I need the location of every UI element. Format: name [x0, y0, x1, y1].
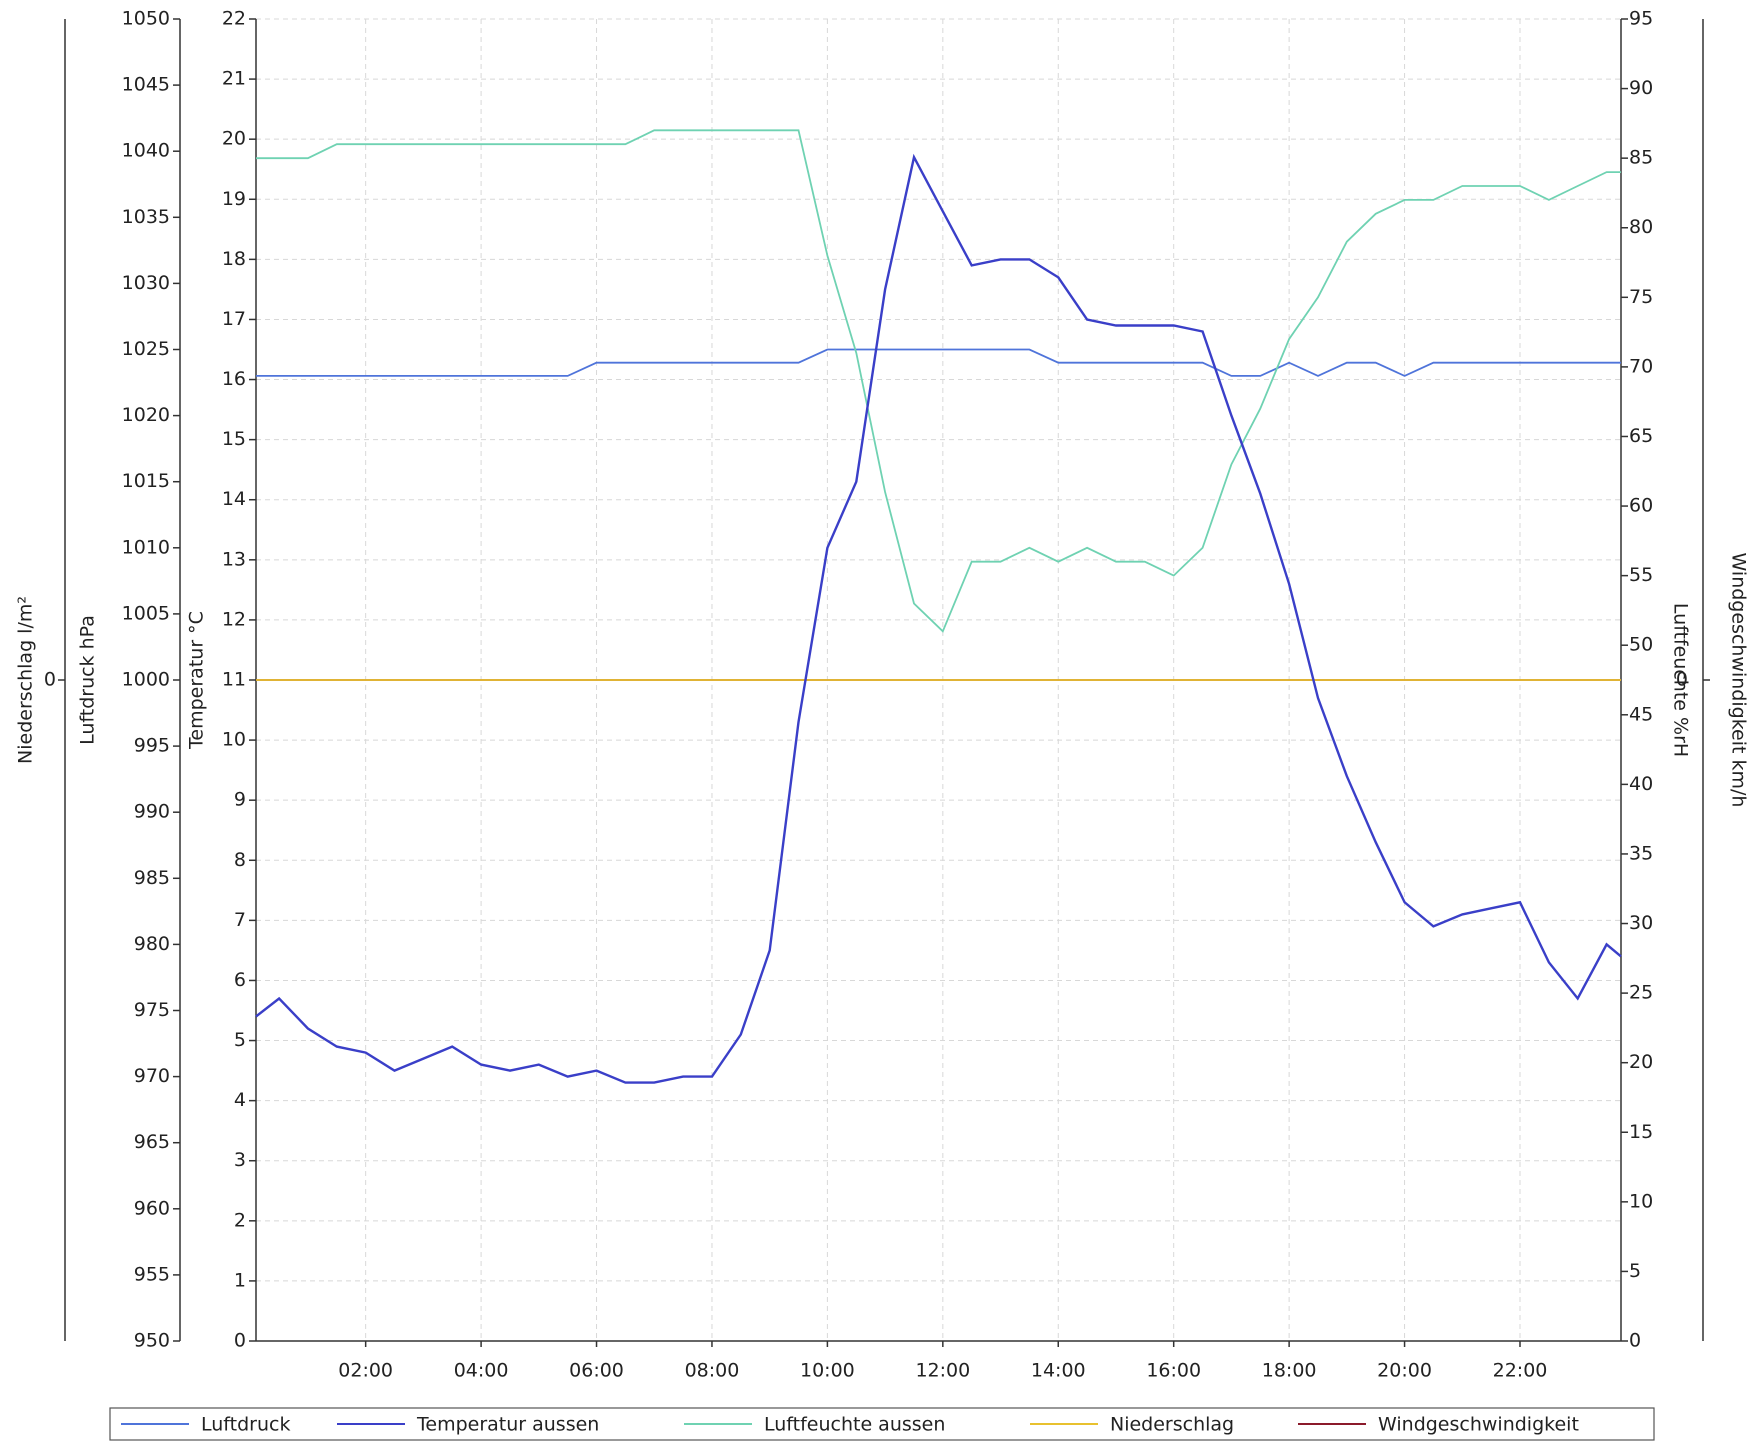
- x-tick-label: 16:00: [1146, 1360, 1201, 1382]
- y-tick-label: 14: [222, 488, 246, 510]
- y-tick-label: 11: [222, 669, 246, 691]
- x-tick-label: 20:00: [1377, 1360, 1432, 1382]
- y-tick-label: 15: [222, 428, 246, 450]
- y-tick-label: 25: [1629, 982, 1653, 1004]
- y-tick-label: 45: [1629, 703, 1653, 725]
- y-tick-label: 8: [234, 849, 246, 871]
- y-tick-label: 1020: [122, 404, 170, 426]
- y-tick-label: 10: [1629, 1190, 1653, 1212]
- y-tick-label: 75: [1629, 286, 1653, 308]
- y-tick-label: 1045: [122, 74, 170, 96]
- x-tick-label: 02:00: [338, 1360, 393, 1382]
- y-tick-label: 15: [1629, 1121, 1653, 1143]
- y-tick-label: 1: [234, 1269, 246, 1291]
- y-tick-label: 60: [1629, 495, 1653, 517]
- y-tick-label: 3: [234, 1149, 246, 1171]
- series-line: [255, 153, 1622, 1084]
- y-tick-label: 30: [1629, 912, 1653, 934]
- y-tick-label: 1005: [122, 602, 170, 624]
- x-tick-label: 18:00: [1262, 1360, 1317, 1382]
- y-tick-label: 5: [234, 1029, 246, 1051]
- y-tick-label: 9: [234, 789, 246, 811]
- y-tick-label: 90: [1629, 77, 1653, 99]
- y-tick-label: 18: [222, 248, 246, 270]
- axis-title: Luftfeuchte %rH: [1670, 603, 1692, 757]
- y-tick-label: 0: [1676, 669, 1688, 691]
- y-tick-label: 970: [134, 1065, 170, 1087]
- y-tick-label: 40: [1629, 773, 1653, 795]
- y-tick-label: 20: [1629, 1051, 1653, 1073]
- y-tick-label: 95: [1629, 8, 1653, 30]
- y-tick-label: 80: [1629, 216, 1653, 238]
- y-tick-label: 22: [222, 8, 246, 30]
- series-line: [256, 129, 1621, 633]
- y-tick-label: 17: [222, 308, 246, 330]
- y-tick-label: 960: [134, 1197, 170, 1219]
- y-tick-label: 10: [222, 729, 246, 751]
- y-tick-label: 950: [134, 1330, 170, 1352]
- x-tick-label: 04:00: [454, 1360, 509, 1382]
- y-tick-label: 1030: [122, 272, 170, 294]
- y-tick-label: 0: [44, 669, 56, 691]
- y-tick-label: 50: [1629, 634, 1653, 656]
- axis-title: Temperatur °C: [186, 611, 208, 750]
- legend-label: Temperatur aussen: [416, 1414, 599, 1436]
- legend-label: Niederschlag: [1110, 1414, 1234, 1436]
- y-tick-label: 1015: [122, 470, 170, 492]
- y-tick-label: 13: [222, 548, 246, 570]
- y-tick-label: 1010: [122, 536, 170, 558]
- x-tick-label: 06:00: [569, 1360, 624, 1382]
- y-tick-label: 7: [234, 909, 246, 931]
- y-tick-label: 1000: [122, 669, 170, 691]
- y-tick-label: 35: [1629, 842, 1653, 864]
- y-tick-label: 990: [134, 801, 170, 823]
- y-tick-label: 985: [134, 867, 170, 889]
- y-tick-label: 1035: [122, 206, 170, 228]
- axis-title: Niederschlag l/m²: [15, 596, 37, 764]
- y-tick-label: 1050: [122, 8, 170, 30]
- series-line: [256, 348, 1621, 377]
- y-tick-label: 21: [222, 68, 246, 90]
- y-tick-label: 19: [222, 188, 246, 210]
- y-tick-label: 965: [134, 1131, 170, 1153]
- legend-label: Luftfeuchte aussen: [764, 1414, 945, 1436]
- y-tick-label: 65: [1629, 425, 1653, 447]
- y-tick-label: 1025: [122, 338, 170, 360]
- y-tick-label: 5: [1629, 1260, 1641, 1282]
- y-tick-label: 4: [234, 1089, 246, 1111]
- x-tick-label: 10:00: [800, 1360, 855, 1382]
- x-tick-label: 14:00: [1031, 1360, 1086, 1382]
- legend-label: Luftdruck: [201, 1414, 290, 1436]
- y-tick-label: 955: [134, 1263, 170, 1285]
- y-tick-label: 1040: [122, 140, 170, 162]
- legend-label: Windgeschwindigkeit: [1378, 1414, 1579, 1436]
- y-tick-label: 0: [234, 1330, 246, 1352]
- x-tick-label: 12:00: [915, 1360, 970, 1382]
- y-tick-label: 70: [1629, 355, 1653, 377]
- x-tick-label: 22:00: [1493, 1360, 1548, 1382]
- y-tick-label: 6: [234, 969, 246, 991]
- y-tick-label: 20: [222, 128, 246, 150]
- axis-title: Windgeschwindigkeit km/h: [1728, 553, 1750, 808]
- axis-title: Luftdruck hPa: [77, 615, 99, 745]
- y-tick-label: 975: [134, 999, 170, 1021]
- y-tick-label: 12: [222, 608, 246, 630]
- y-tick-label: 85: [1629, 147, 1653, 169]
- y-tick-label: 980: [134, 933, 170, 955]
- y-tick-label: 995: [134, 735, 170, 757]
- y-tick-label: 55: [1629, 564, 1653, 586]
- y-tick-label: 16: [222, 368, 246, 390]
- x-tick-label: 08:00: [685, 1360, 740, 1382]
- y-tick-label: 2: [234, 1209, 246, 1231]
- y-tick-label: 0: [1629, 1330, 1641, 1352]
